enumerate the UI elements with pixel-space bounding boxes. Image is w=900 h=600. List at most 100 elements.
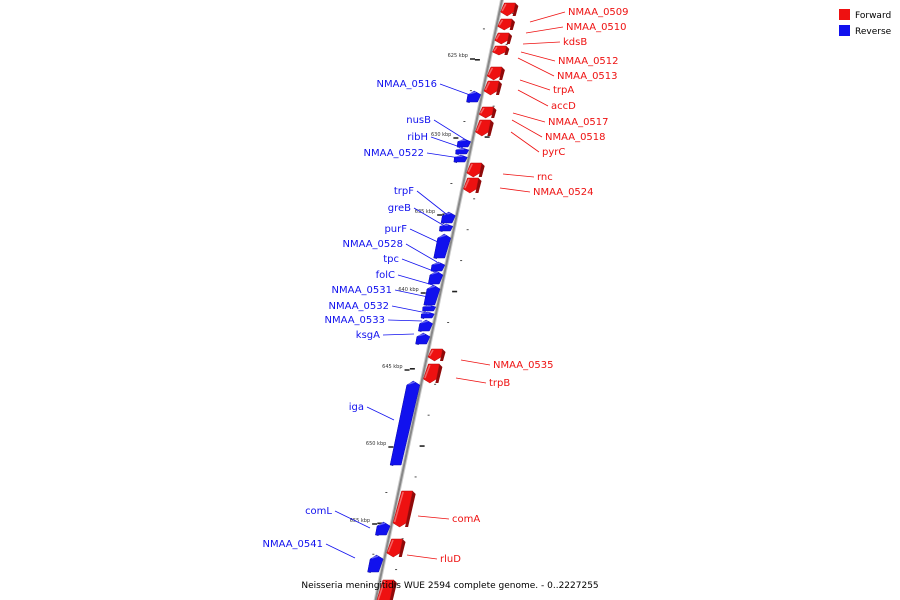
gene-rev-block-11[interactable] [420,311,435,319]
gene-label-nusb[interactable]: nusB [406,115,431,126]
gene-label-nmaa-0533[interactable]: NMAA_0533 [324,315,385,326]
leader-line [502,173,535,178]
gene-label-nmaa-0522[interactable]: NMAA_0522 [363,148,424,159]
gene-label-nmaa-0518[interactable]: NMAA_0518 [545,132,606,143]
gene-label-ksga[interactable]: ksgA [356,330,380,341]
leader-line [406,554,438,560]
gene-rev-block-6[interactable] [433,233,452,259]
gene-fwd-block-13[interactable] [386,538,406,558]
gene-label-pyrc[interactable]: pyrC [542,147,565,158]
gene-rev-block-16[interactable] [367,554,384,573]
gene-fwd-block-10[interactable] [427,348,446,362]
leader-line [460,359,491,366]
gene-arrow [422,304,437,312]
legend-reverse-label: Reverse [855,27,892,37]
gene-label-rnc[interactable]: rnc [537,172,553,183]
gene-fwd-block-2[interactable] [494,32,513,45]
gene-highlight [371,555,379,559]
gene-rev-block-10[interactable] [422,304,437,312]
legend-forward-label: Forward [855,11,891,21]
leader-line [522,41,561,45]
gene-label-kdsb[interactable]: kdsB [563,37,587,48]
gene-label-nmaa-0531[interactable]: NMAA_0531 [331,285,392,296]
gene-fwd-block-1[interactable] [497,18,516,31]
gene-highlight [393,491,404,523]
leader-line [520,51,556,62]
gene-label-nmaa-0541[interactable]: NMAA_0541 [262,539,323,550]
leader-line [512,112,546,123]
gene-fwd-block-4[interactable] [486,66,505,81]
gene-label-tpc[interactable]: tpc [383,254,399,265]
gene-arrow [492,45,507,56]
gene-label-nmaa-0532[interactable]: NMAA_0532 [328,301,389,312]
gene-highlight [418,333,426,337]
gene-label-nmaa-0517[interactable]: NMAA_0517 [548,117,609,128]
gene-rev-block-8[interactable] [427,270,444,285]
gene-label-nmaa-0524[interactable]: NMAA_0524 [533,187,594,198]
gene-rev-block-14[interactable] [389,380,421,466]
leader-line [529,11,566,23]
gene-label-trpf[interactable]: trpF [394,186,414,197]
gene-fwd-block-5[interactable] [483,80,502,96]
gene-fwd-block-6[interactable] [478,106,497,119]
gene-rev-block-12[interactable] [418,319,433,332]
gene-rev-block-15[interactable] [375,521,391,536]
gene-label-purf[interactable]: purF [384,224,407,235]
gene-shadow [475,178,482,193]
gene-fwd-block-0[interactable] [500,2,519,17]
gene-arrow [456,138,472,148]
gene-arrow [466,90,482,103]
gene-shadow [496,81,502,95]
gene-label-nmaa-0513[interactable]: NMAA_0513 [557,71,618,82]
legend-reverse-swatch [839,25,850,36]
gene-label-trpb[interactable]: trpB [489,378,510,389]
gene-label-trpa[interactable]: trpA [553,85,574,96]
gene-arrow [500,2,516,17]
gene-label-nmaa-0510[interactable]: NMAA_0510 [566,22,627,33]
gene-highlight [495,33,501,40]
gene-label-nmaa-0528[interactable]: NMAA_0528 [342,239,403,250]
gene-shadow [478,163,485,177]
gene-label-accd[interactable]: accD [551,101,576,112]
leader-line [416,190,451,218]
gene-fwd-block-12[interactable] [392,490,416,528]
gene-highlight [459,139,466,142]
leader-line [439,83,471,96]
legend-forward-swatch [839,9,850,20]
gene-rev-block-5[interactable] [439,223,454,232]
gene-label-folc[interactable]: folC [376,270,395,281]
gene-label-greb[interactable]: greB [388,203,411,214]
gene-rev-block-2[interactable] [455,147,470,155]
gene-arrow [389,380,421,466]
gene-label-nmaa-0512[interactable]: NMAA_0512 [558,56,619,67]
gene-label-coml[interactable]: comL [305,506,332,517]
gene-label-iga[interactable]: iga [349,402,364,413]
gene-rev-block-3[interactable] [453,154,468,163]
gene-fwd-block-9[interactable] [463,177,482,194]
gene-fwd-block-7[interactable] [475,119,494,137]
scale-label: 630 kbp [431,132,451,138]
gene-rev-block-0[interactable] [466,90,482,103]
gene-fwd-partial[interactable] [376,579,397,600]
gene-label-coma[interactable]: comA [452,514,480,525]
genome-caption: Neisseria meningitidis WUE 2594 complete… [301,581,598,591]
leader-line [397,274,434,286]
gene-shadow [405,491,416,527]
gene-shadow [491,107,497,118]
gene-fwd-block-11[interactable] [423,363,443,384]
gene-fwd-block-8[interactable] [466,162,485,178]
leader-line [511,119,543,138]
gene-label-nmaa-0516[interactable]: NMAA_0516 [376,79,437,90]
gene-rev-block-4[interactable] [440,211,456,224]
gene-rev-block-13[interactable] [415,332,431,345]
gene-rev-block-7[interactable] [430,261,446,272]
gene-label-rlud[interactable]: rluD [440,554,461,565]
gene-rev-block-9[interactable] [423,284,441,306]
gene-label-ribh[interactable]: ribH [407,132,428,143]
gene-highlight [467,163,473,173]
gene-label-nmaa-0535[interactable]: NMAA_0535 [493,360,554,371]
gene-shadow [506,33,513,44]
gene-label-nmaa-0509[interactable]: NMAA_0509 [568,7,629,18]
gene-rev-block-1[interactable] [456,138,472,148]
gene-fwd-block-3[interactable] [492,45,510,56]
